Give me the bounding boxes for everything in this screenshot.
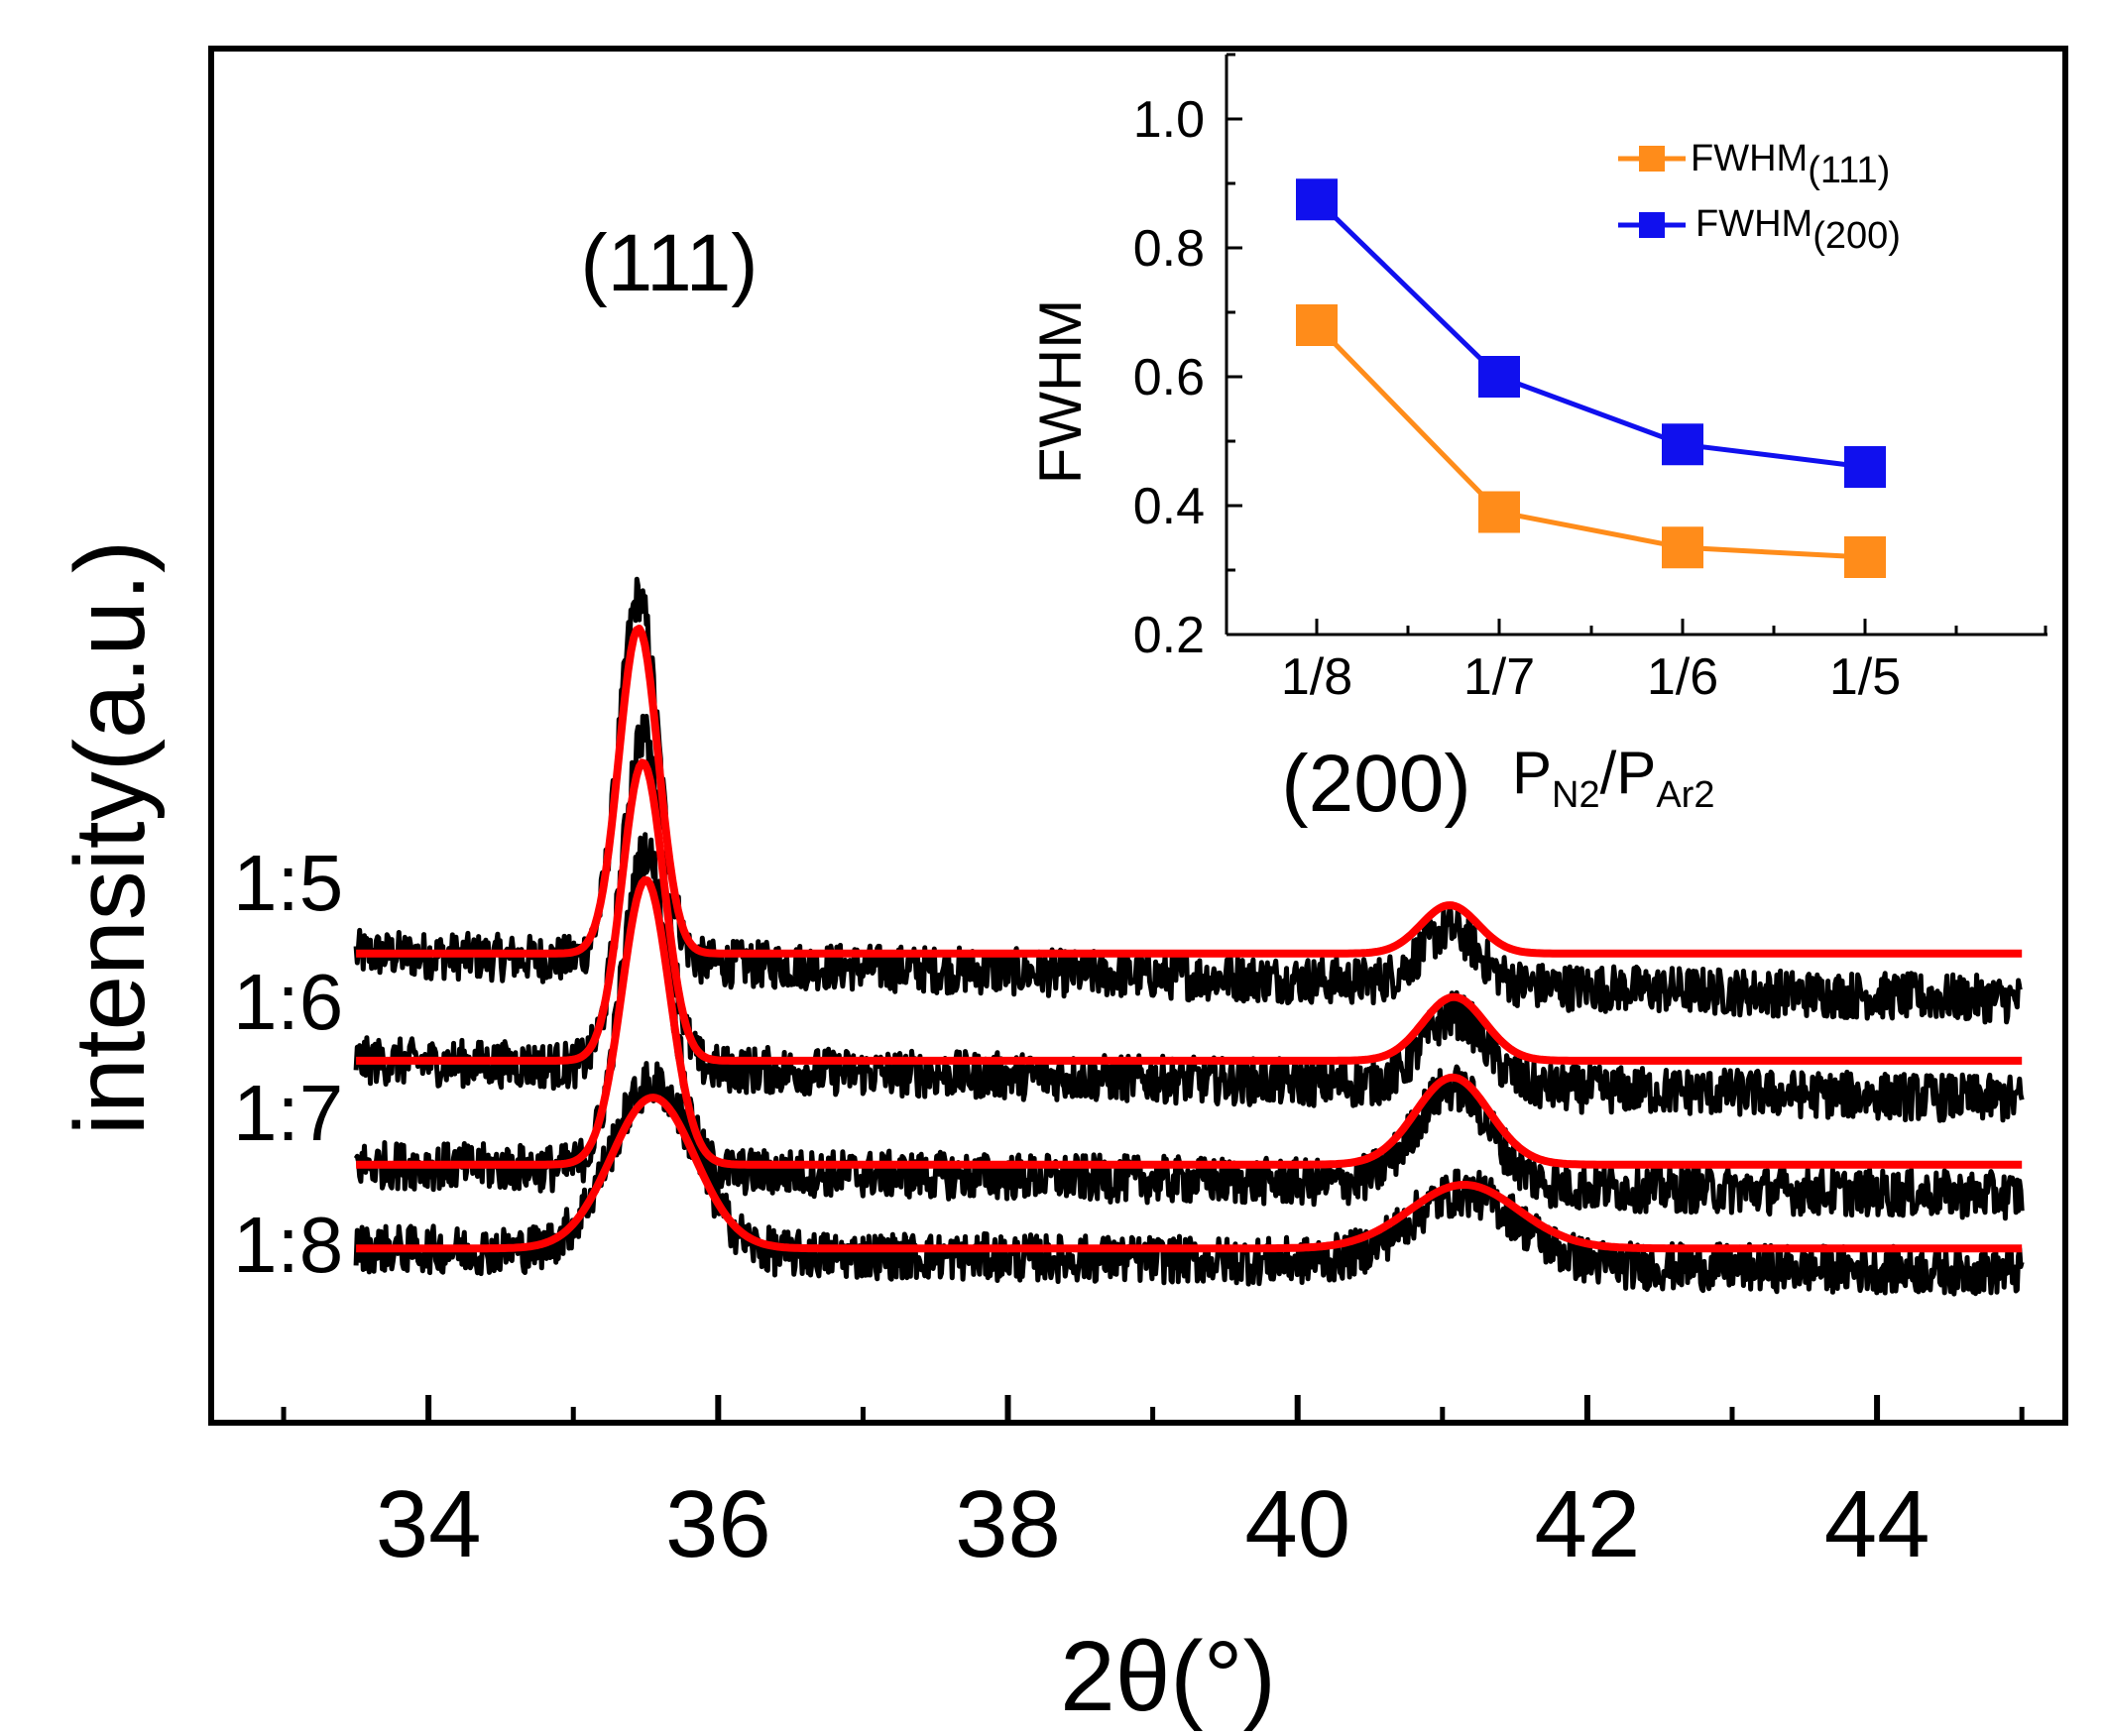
x-tick-label: 40 [1244,1471,1350,1577]
legend-label-200-main: FWHM [1695,203,1812,245]
raw-trace-1-5 [353,576,2024,1025]
series-label-1-5: 1:5 [233,839,343,927]
legend-label-200: FWHM(200) [1695,203,1901,257]
fit-curve-1-7 [354,875,2024,1169]
inset-marker-1-0 [1296,178,1338,221]
main-plot-frame [208,46,2068,1426]
x-tick-label: 42 [1535,1471,1641,1577]
inset-x-title-sub-ar2: Ar2 [1656,774,1714,816]
fit-curve-1-5 [354,625,2024,958]
inset-plot-background [1225,55,2047,635]
inset-series-line-0 [1315,323,1866,560]
legend-label-200-sub: (200) [1812,215,1901,257]
inset-marker-1-1 [1478,356,1520,398]
inset-y-tick-label: 0.4 [1133,478,1205,535]
inset-x-tick-label: 1/7 [1463,648,1535,706]
inset-x-tick-label: 1/8 [1281,648,1352,706]
inset-y-tick-label: 0.8 [1133,220,1205,278]
x-tick-label: 44 [1824,1471,1930,1577]
inset-y-tick-label: 0.2 [1133,607,1205,664]
inset-x-title-sub-n2: N2 [1552,774,1600,816]
peak-label-200: (200) [1281,739,1470,829]
legend-label-111: FWHM(111) [1691,138,1890,191]
main-x-axis: 34 36 38 40 42 44 [281,1395,2025,1577]
inset-x-title-p: P [1512,740,1552,806]
inset-plot-area: 0.2 0.4 0.6 0.8 1.0 1/8 1/7 1/6 1/5 [1133,53,2047,706]
inset-marker-0-0 [1296,304,1338,346]
peak-label-111: (111) [580,218,758,308]
fit-curve-1-6 [354,758,2024,1065]
inset-x-tick-label: 1/5 [1829,648,1901,706]
inset-x-title-slash-p: /P [1600,740,1657,806]
raw-trace-1-7 [353,832,2025,1221]
inset-marker-0-1 [1478,491,1520,533]
x-tick-label: 36 [665,1471,771,1577]
x-tick-label: 38 [955,1471,1061,1577]
inset-x-tick-label: 1/6 [1647,648,1718,706]
fit-curve-1-8 [354,1094,2024,1253]
legend-marker-111 [1639,146,1665,172]
inset-y-axis-title: FWHM [1027,299,1094,485]
series-label-1-7: 1:7 [233,1069,343,1157]
inset-marker-1-2 [1662,423,1703,466]
inset-marker-0-2 [1662,526,1703,569]
legend-marker-200 [1639,212,1665,238]
inset-marker-0-3 [1844,536,1886,578]
inset-x-axis-title: PN2/PAr2 [1512,740,1714,816]
inset-marker-1-3 [1844,446,1886,488]
inset-y-tick-label: 1.0 [1133,91,1205,149]
main-y-axis-title: intensity(a.u.) [55,540,166,1135]
series-label-1-6: 1:6 [233,958,343,1046]
inset-legend: FWHM(111) FWHM(200) [1618,138,1901,257]
x-tick-label: 34 [376,1471,482,1577]
legend-label-111-main: FWHM [1691,138,1808,179]
inset-series-line-1 [1315,197,1866,470]
inset-y-tick-label: 0.6 [1133,349,1205,406]
main-plot-area [353,576,2025,1297]
series-label-1-8: 1:8 [233,1201,343,1289]
legend-label-111-sub: (111) [1808,150,1890,191]
main-x-axis-title: 2θ(°) [1060,1621,1276,1732]
